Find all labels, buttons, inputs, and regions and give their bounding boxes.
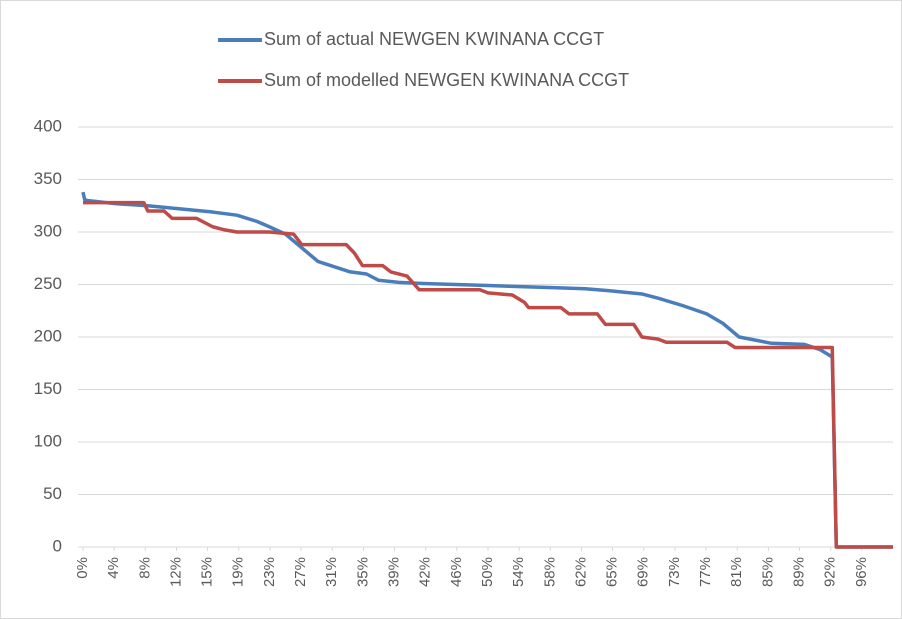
x-tick-label: 96% <box>853 557 870 587</box>
x-tick-label: 42% <box>417 557 434 587</box>
x-tick-label: 54% <box>510 557 527 587</box>
x-tick-label: 4% <box>105 557 122 579</box>
x-tick-label: 8% <box>136 557 153 579</box>
x-tick-label: 77% <box>697 557 714 587</box>
x-tick-label: 85% <box>759 557 776 587</box>
x-tick-label: 12% <box>167 557 184 587</box>
x-tick-label: 65% <box>604 557 621 587</box>
legend-label: Sum of actual NEWGEN KWINANA CCGT <box>264 29 604 49</box>
x-tick-label: 92% <box>822 557 839 587</box>
y-tick-label: 50 <box>43 484 62 503</box>
series-line <box>83 200 893 549</box>
x-tick-label: 0% <box>74 557 91 579</box>
x-tick-label: 31% <box>323 557 340 587</box>
x-tick-label: 50% <box>479 557 496 587</box>
x-tick-label: 39% <box>385 557 402 587</box>
y-tick-label: 250 <box>34 274 62 293</box>
y-tick-label: 100 <box>34 431 62 450</box>
x-tick-label: 15% <box>199 557 216 587</box>
x-tick-label: 73% <box>666 557 683 587</box>
x-tick-label: 89% <box>790 557 807 587</box>
x-tick-label: 23% <box>261 557 278 587</box>
x-tick-label: 19% <box>230 557 247 587</box>
x-tick-label: 58% <box>541 557 558 587</box>
x-tick-label: 46% <box>448 557 465 587</box>
y-tick-label: 200 <box>34 326 62 345</box>
x-tick-label: 81% <box>728 557 745 587</box>
series-line <box>81 191 893 549</box>
x-tick-label: 62% <box>572 557 589 587</box>
y-tick-label: 0 <box>53 536 62 555</box>
x-tick-label: 35% <box>354 557 371 587</box>
y-tick-label: 350 <box>34 169 62 188</box>
y-tick-label: 150 <box>34 379 62 398</box>
x-tick-label: 69% <box>635 557 652 587</box>
y-tick-label: 400 <box>34 116 62 135</box>
y-tick-label: 300 <box>34 221 62 240</box>
legend-label: Sum of modelled NEWGEN KWINANA CCGT <box>264 70 629 90</box>
x-tick-label: 27% <box>292 557 309 587</box>
